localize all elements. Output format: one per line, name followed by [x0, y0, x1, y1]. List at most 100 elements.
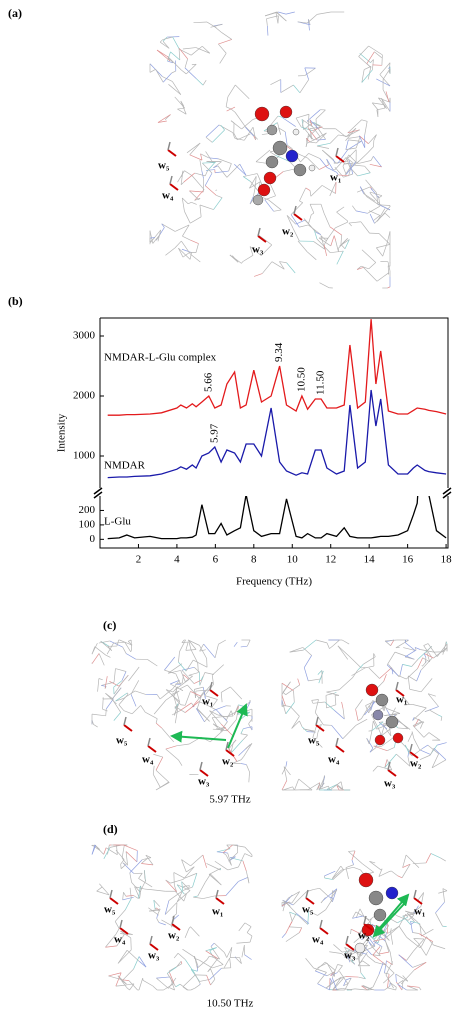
bond [181, 881, 184, 891]
bond [182, 986, 188, 991]
bond [315, 132, 327, 144]
bond [226, 106, 236, 112]
bond [178, 47, 188, 60]
atom [368, 890, 384, 906]
water [149, 943, 159, 951]
bond [226, 710, 238, 718]
x-tick-label: 18 [441, 554, 453, 566]
bond [281, 897, 289, 907]
bond [438, 890, 448, 894]
bond [308, 153, 321, 159]
bond [397, 983, 407, 991]
bond [373, 938, 386, 942]
bond [421, 744, 429, 750]
bond [361, 705, 370, 719]
bond [216, 851, 228, 854]
bond [181, 639, 185, 643]
bond [239, 163, 247, 176]
bond [343, 983, 349, 987]
bond [369, 191, 383, 197]
water-label: w₄ [114, 934, 126, 946]
bond [212, 964, 224, 969]
bond [184, 67, 197, 79]
water [257, 235, 267, 243]
bond [329, 226, 342, 236]
bond [186, 866, 195, 873]
bond [170, 878, 184, 884]
bond [202, 854, 207, 868]
bond [114, 909, 126, 922]
bond [232, 759, 242, 764]
bond [234, 112, 246, 127]
bond [149, 68, 156, 73]
bond [163, 983, 175, 991]
atom [285, 149, 299, 163]
bond [348, 222, 352, 227]
bond [221, 686, 231, 693]
bond [98, 640, 110, 644]
bond [429, 709, 439, 716]
bond [371, 102, 379, 110]
bond [341, 953, 356, 965]
bond [178, 651, 180, 663]
bond [91, 642, 98, 655]
atom [375, 693, 389, 707]
water-label: w₄ [142, 754, 154, 766]
bond [226, 719, 237, 731]
bond [364, 165, 371, 173]
bond [375, 961, 387, 966]
bond [357, 718, 362, 721]
bond [421, 936, 427, 946]
bond [298, 915, 309, 925]
bond [433, 944, 446, 950]
bond [255, 161, 263, 164]
bond [241, 119, 254, 130]
bond [249, 199, 254, 205]
bond [397, 916, 408, 924]
bond [220, 124, 225, 131]
bond [212, 728, 224, 731]
bond [308, 782, 320, 790]
bond [306, 109, 321, 122]
bond [281, 682, 294, 691]
bond [347, 119, 362, 134]
bond [343, 979, 347, 986]
bond [188, 885, 190, 889]
bond [288, 891, 300, 899]
bond [93, 724, 98, 728]
bond [206, 863, 221, 871]
bond [190, 987, 196, 991]
bond [424, 709, 430, 712]
bond [156, 918, 160, 923]
bond [199, 204, 214, 210]
bond [387, 987, 396, 991]
bond [313, 887, 320, 890]
bond [149, 237, 156, 243]
bond [234, 164, 247, 176]
water-label: w₃ [148, 950, 160, 962]
water [315, 724, 325, 732]
bond [199, 684, 212, 699]
bond [285, 932, 300, 942]
bond [289, 647, 303, 653]
bond [218, 39, 232, 45]
bond [295, 219, 305, 225]
bond [199, 649, 206, 652]
bond [168, 84, 182, 95]
bond [302, 120, 304, 127]
bond [91, 844, 95, 847]
water-label: w₄ [312, 934, 324, 946]
bond [341, 866, 354, 871]
bond [413, 961, 427, 971]
water [335, 147, 339, 157]
bond [427, 693, 439, 707]
bond [167, 663, 183, 674]
bond [361, 265, 369, 270]
bond [315, 970, 328, 977]
bond [199, 645, 207, 659]
bond [216, 848, 231, 853]
bond [337, 645, 349, 660]
bond [243, 173, 258, 177]
bond [168, 977, 177, 989]
atom [385, 886, 399, 900]
